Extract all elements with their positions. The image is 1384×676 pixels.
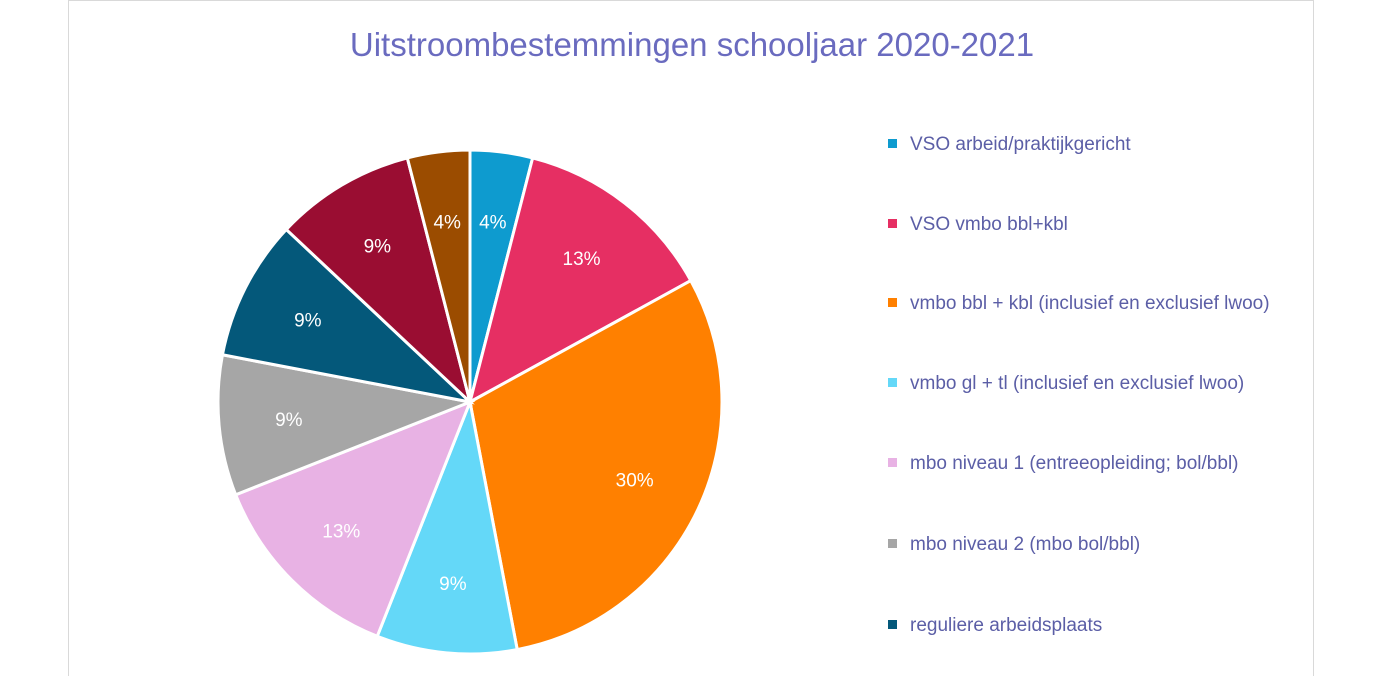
legend-swatch — [888, 620, 897, 629]
pie-slice — [284, 156, 473, 407]
pie-slice — [468, 278, 724, 652]
slice-data-label: 30% — [616, 470, 654, 491]
pie-slice — [467, 156, 693, 405]
pie-slice — [405, 148, 472, 403]
slice-data-label: 4% — [433, 212, 461, 233]
pie-slice — [216, 353, 476, 497]
pie-slice — [220, 227, 475, 405]
chart-title: Uitstroombestemmingen schooljaar 2020-20… — [349, 26, 1035, 63]
chart-frame — [68, 0, 1314, 676]
legend-swatch — [888, 139, 897, 148]
legend-label: reguliere arbeidsplaats — [910, 615, 1103, 636]
legend-label: VSO arbeid/praktijkgericht — [910, 134, 1131, 155]
slice-data-label: 9% — [364, 236, 392, 257]
legend-swatch — [888, 219, 897, 228]
pie-slice — [233, 399, 473, 639]
slice-data-label: 9% — [275, 410, 303, 431]
legend-label: VSO vmbo bbl+kbl — [910, 214, 1068, 235]
legend-label: mbo niveau 1 (entreeopleiding; bol/bbl) — [910, 453, 1239, 474]
slice-data-label: 13% — [322, 522, 360, 543]
legend-swatch — [888, 298, 897, 307]
slice-data-label: 9% — [439, 574, 467, 595]
pie-slice — [375, 396, 519, 656]
slice-data-label: 4% — [479, 212, 507, 233]
legend-swatch — [888, 378, 897, 387]
legend-swatch — [888, 458, 897, 467]
legend-label: vmbo bbl + kbl (inclusief en exclusief l… — [910, 293, 1270, 314]
legend-swatch — [888, 539, 897, 548]
legend-label: mbo niveau 2 (mbo bol/bbl) — [910, 534, 1141, 555]
legend-label: vmbo gl + tl (inclusief en exclusief lwo… — [910, 373, 1245, 394]
slice-data-label: 9% — [294, 310, 322, 331]
slice-data-label: 13% — [563, 249, 601, 270]
